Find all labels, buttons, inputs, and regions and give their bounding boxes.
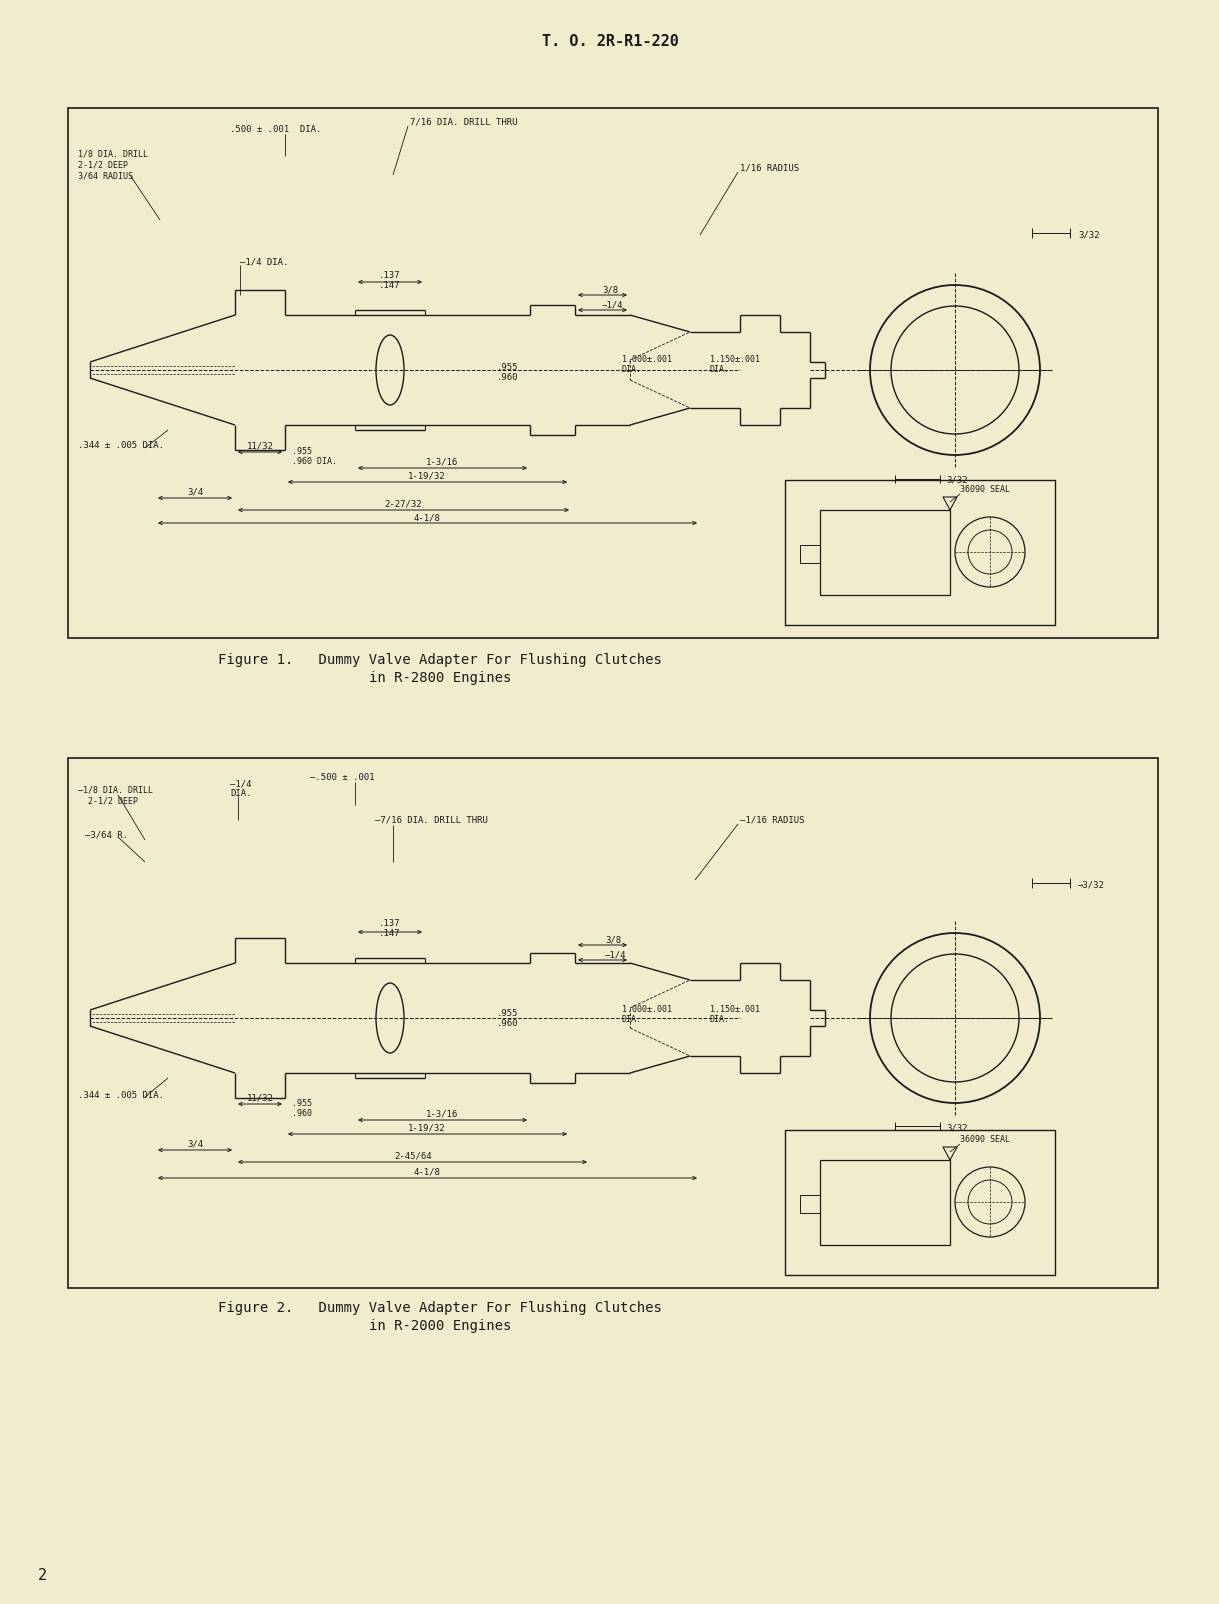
Text: 3/8: 3/8	[602, 286, 618, 295]
Text: −1/4: −1/4	[602, 300, 623, 310]
Text: 3/4: 3/4	[187, 488, 204, 497]
Text: DIA.: DIA.	[230, 789, 251, 799]
Text: .960: .960	[497, 374, 518, 382]
Text: 2: 2	[38, 1567, 46, 1583]
Text: .137: .137	[379, 919, 401, 929]
Bar	[68, 107, 1158, 638]
Text: .955: .955	[293, 448, 312, 457]
Text: —1/16 RADIUS: —1/16 RADIUS	[740, 815, 805, 824]
Text: 1/16 RADIUS: 1/16 RADIUS	[740, 164, 800, 173]
Text: .500 ± .001  DIA.: .500 ± .001 DIA.	[230, 125, 322, 135]
Text: in R-2800 Engines: in R-2800 Engines	[369, 670, 511, 685]
Text: 1-3/16: 1-3/16	[425, 457, 458, 467]
Bar	[785, 480, 1054, 626]
Bar	[820, 510, 950, 595]
Text: 3/32: 3/32	[946, 475, 968, 484]
Text: 3/8: 3/8	[605, 935, 622, 945]
Text: 1-19/32: 1-19/32	[408, 1123, 446, 1132]
Text: Figure 2.   Dummy Valve Adapter For Flushing Clutches: Figure 2. Dummy Valve Adapter For Flushi…	[218, 1301, 662, 1315]
Text: 3/32: 3/32	[946, 1123, 968, 1132]
Text: 1/8 DIA. DRILL: 1/8 DIA. DRILL	[78, 149, 147, 159]
Text: .147: .147	[379, 929, 401, 938]
Bar	[785, 1129, 1054, 1275]
Text: 4-1/8: 4-1/8	[413, 513, 440, 523]
Text: 2-45/64: 2-45/64	[394, 1152, 432, 1161]
Bar	[820, 1160, 950, 1245]
Text: —7/16 DIA. DRILL THRU: —7/16 DIA. DRILL THRU	[375, 815, 488, 824]
Bar	[800, 1195, 820, 1213]
Text: 3/64 RADIUS: 3/64 RADIUS	[78, 172, 133, 181]
Text: —1/4: —1/4	[230, 780, 251, 789]
Text: 1.000±.001: 1.000±.001	[622, 1006, 672, 1014]
Text: —3/64 R.: —3/64 R.	[85, 831, 128, 839]
Text: .955: .955	[293, 1099, 312, 1108]
Text: 2-1/2 DEEP: 2-1/2 DEEP	[78, 797, 138, 805]
Text: .344 ± .005 DIA.: .344 ± .005 DIA.	[78, 441, 165, 451]
Text: in R-2000 Engines: in R-2000 Engines	[369, 1318, 511, 1333]
Bar	[68, 759, 1158, 1288]
Text: .955: .955	[497, 1009, 518, 1019]
Text: DIA.: DIA.	[622, 1015, 642, 1025]
Text: 3/32: 3/32	[1078, 231, 1100, 239]
Bar	[800, 545, 820, 563]
Text: —1/4 DIA.: —1/4 DIA.	[240, 258, 289, 266]
Text: .960 DIA.: .960 DIA.	[293, 457, 336, 467]
Text: .955: .955	[497, 364, 518, 372]
Text: 2-1/2 DEEP: 2-1/2 DEEP	[78, 160, 128, 170]
Text: .344 ± .005 DIA.: .344 ± .005 DIA.	[78, 1091, 165, 1099]
Text: 1.150±.001: 1.150±.001	[709, 1006, 759, 1014]
Text: —1/8 DIA. DRILL: —1/8 DIA. DRILL	[78, 786, 154, 794]
Text: DIA.: DIA.	[622, 366, 642, 374]
Text: 2-27/32: 2-27/32	[384, 499, 422, 508]
Text: 11/32: 11/32	[246, 441, 273, 451]
Text: 11/32: 11/32	[246, 1094, 273, 1102]
Text: .147: .147	[379, 281, 401, 289]
Text: →3/32: →3/32	[1078, 881, 1104, 890]
Text: .960: .960	[497, 1020, 518, 1028]
Text: T. O. 2R-R1-220: T. O. 2R-R1-220	[541, 35, 679, 50]
Text: 1.150±.001: 1.150±.001	[709, 356, 759, 364]
Text: Figure 1.   Dummy Valve Adapter For Flushing Clutches: Figure 1. Dummy Valve Adapter For Flushi…	[218, 653, 662, 667]
Text: .960: .960	[293, 1110, 312, 1118]
Text: DIA.: DIA.	[709, 366, 730, 374]
Text: −1/4: −1/4	[605, 951, 627, 959]
Text: —.500 ± .001: —.500 ± .001	[310, 773, 374, 783]
Text: 7/16 DIA. DRILL THRU: 7/16 DIA. DRILL THRU	[410, 117, 518, 127]
Text: .137: .137	[379, 271, 401, 279]
Text: 1-19/32: 1-19/32	[408, 472, 446, 481]
Text: 1-3/16: 1-3/16	[425, 1110, 458, 1118]
Text: 1.000±.001: 1.000±.001	[622, 356, 672, 364]
Text: 36090 SEAL: 36090 SEAL	[961, 1136, 1011, 1145]
Text: 4-1/8: 4-1/8	[413, 1168, 440, 1176]
Text: 3/4: 3/4	[187, 1139, 204, 1148]
Text: DIA.: DIA.	[709, 1015, 730, 1025]
Text: 36090 SEAL: 36090 SEAL	[961, 486, 1011, 494]
